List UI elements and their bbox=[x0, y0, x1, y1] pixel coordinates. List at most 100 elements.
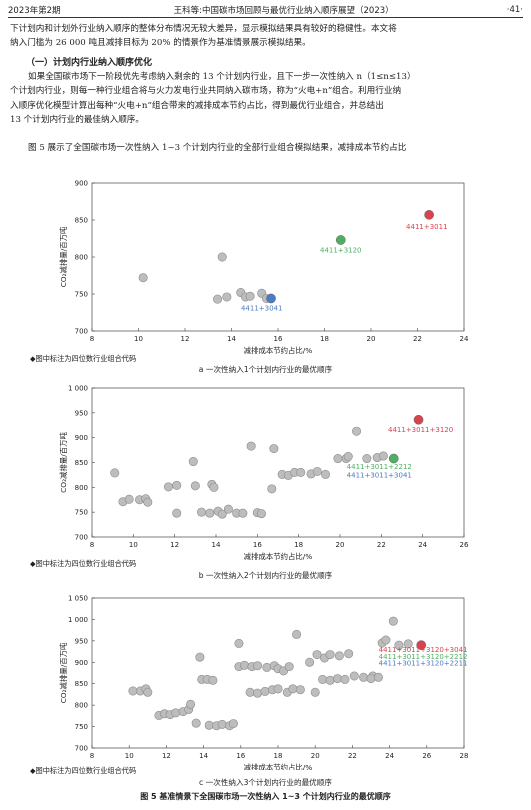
data-point bbox=[110, 468, 120, 478]
page-number: ·41· bbox=[506, 5, 523, 15]
data-point bbox=[228, 719, 238, 729]
data-point bbox=[340, 674, 350, 684]
y-tick-label: 750 bbox=[75, 509, 88, 517]
data-point bbox=[217, 509, 227, 519]
data-point bbox=[143, 497, 153, 507]
x-tick-label: 8 bbox=[90, 752, 94, 760]
data-point bbox=[128, 686, 138, 696]
paragraph-1: 下计划内和计划外行业纳入顺序的整体分布情况无较大差异，显示模拟结果具有较好的稳健… bbox=[10, 22, 520, 51]
data-point bbox=[273, 684, 283, 694]
text-line: 13 个计划内行业的最佳纳入顺序。 bbox=[10, 114, 144, 125]
data-point bbox=[318, 674, 328, 684]
paragraph-2: 如果全国碳市场下一阶段优先考虑纳入剩余的 13 个计划内行业，且下一步一次性纳入… bbox=[10, 70, 520, 127]
text-line: 纳入门槛为 26 000 吨且减排目标为 20% 的情景作为基准情景展示模拟结果… bbox=[10, 38, 311, 49]
data-point bbox=[310, 687, 320, 697]
highlight-point bbox=[424, 209, 434, 220]
data-point bbox=[325, 650, 335, 660]
data-point bbox=[325, 675, 335, 685]
y-tick-label: 700 bbox=[75, 328, 88, 336]
y-tick-label: 850 bbox=[75, 217, 88, 225]
data-point bbox=[267, 484, 277, 494]
y-tick-label: 1 000 bbox=[68, 616, 88, 624]
x-tick-label: 14 bbox=[212, 541, 221, 549]
y-tick-label: 800 bbox=[75, 702, 88, 710]
x-tick-label: 18 bbox=[294, 541, 303, 549]
x-tick-label: 28 bbox=[460, 752, 469, 760]
highlight-label: 4411+3011 bbox=[406, 223, 448, 231]
data-point bbox=[240, 660, 250, 670]
x-tick-label: 14 bbox=[227, 335, 236, 343]
y-tick-label: 750 bbox=[75, 723, 88, 731]
x-tick-label: 18 bbox=[274, 752, 283, 760]
x-tick-label: 22 bbox=[348, 752, 357, 760]
y-tick-label: 900 bbox=[75, 659, 88, 667]
y-axis-label: CO₂减排量/百万吨 bbox=[59, 226, 68, 287]
data-point bbox=[362, 454, 372, 464]
data-point bbox=[333, 454, 343, 464]
data-point bbox=[305, 657, 315, 667]
y-axis-label: CO₂减排量/百万吨 bbox=[59, 642, 68, 703]
text-line: 下计划内和计划外行业纳入顺序的整体分布情况无较大差异，显示模拟结果具有较好的稳健… bbox=[10, 24, 397, 34]
data-point bbox=[373, 672, 383, 682]
data-point bbox=[190, 481, 200, 491]
y-tick-label: 1 050 bbox=[68, 595, 88, 603]
data-point bbox=[321, 469, 331, 479]
x-tick-label: 22 bbox=[377, 541, 386, 549]
figure-note-a: ◆图中标注为四位数行业组合代码 bbox=[30, 354, 137, 363]
data-point bbox=[217, 719, 227, 729]
figure-note-c: ◆图中标注为四位数行业组合代码 bbox=[30, 766, 137, 775]
x-tick-label: 12 bbox=[162, 752, 171, 760]
data-point bbox=[245, 687, 255, 697]
text-line: 个计划内行业，则每一种行业组合将与火力发电行业共同纳入碳市场，称为“火电+n”组… bbox=[10, 86, 402, 97]
data-point bbox=[312, 466, 322, 476]
highlight-label: 4411+3011+3120+2212 bbox=[379, 653, 468, 661]
data-point bbox=[349, 671, 359, 681]
x-tick-label: 16 bbox=[253, 541, 262, 549]
y-axis-label: CO₂减排量/百万吨 bbox=[59, 432, 68, 493]
data-point bbox=[188, 457, 198, 467]
x-tick-label: 24 bbox=[460, 335, 469, 343]
section-heading: （一）计划内行业纳入顺序优化 bbox=[26, 58, 153, 68]
y-tick-label: 750 bbox=[75, 291, 88, 299]
data-point bbox=[186, 699, 196, 709]
y-tick-label: 850 bbox=[75, 680, 88, 688]
data-point bbox=[333, 674, 343, 684]
header-rule bbox=[8, 17, 523, 18]
x-tick-label: 20 bbox=[311, 752, 320, 760]
data-point bbox=[344, 649, 354, 659]
y-tick-label: 900 bbox=[75, 180, 88, 188]
data-point bbox=[288, 684, 298, 694]
data-point bbox=[334, 651, 344, 661]
y-tick-label: 700 bbox=[75, 745, 88, 753]
y-tick-label: 800 bbox=[75, 254, 88, 262]
chart-c: 8 10 12 14 16 18 20 22 24 26 28 700 750 800 850 900 950 1… bbox=[59, 595, 469, 771]
highlight-label: 4411+3011+3120+3041 bbox=[379, 646, 468, 654]
data-point bbox=[292, 629, 302, 639]
running-header: 2023年第2期 王科等:中国碳市场回顾与最优行业纳入顺序展望（2023） ·4… bbox=[8, 3, 523, 17]
highlight-label: 4411+3011+2212 bbox=[347, 463, 412, 471]
data-point bbox=[143, 687, 153, 697]
data-point bbox=[253, 661, 263, 671]
x-tick-label: 8 bbox=[90, 335, 94, 343]
data-point bbox=[245, 291, 255, 301]
x-tick-label: 20 bbox=[336, 541, 345, 549]
subcaption-c: c 一次性纳入3个计划内行业的最优顺序 bbox=[199, 778, 332, 787]
data-point bbox=[124, 494, 134, 504]
data-point bbox=[366, 674, 376, 684]
data-point bbox=[238, 508, 248, 518]
x-tick-label: 10 bbox=[125, 752, 134, 760]
data-point bbox=[208, 675, 218, 685]
y-tick-label: 950 bbox=[75, 637, 88, 645]
highlight-label: 4411+3011+3120 bbox=[388, 426, 453, 434]
data-point bbox=[191, 718, 201, 728]
data-point bbox=[269, 444, 279, 454]
x-tick-label: 8 bbox=[90, 541, 94, 549]
x-tick-label: 20 bbox=[367, 335, 376, 343]
data-point bbox=[217, 252, 227, 262]
data-point bbox=[172, 508, 182, 518]
x-tick-label: 16 bbox=[274, 335, 283, 343]
x-tick-label: 26 bbox=[460, 541, 469, 549]
data-point bbox=[213, 294, 223, 304]
x-tick-label: 24 bbox=[385, 752, 394, 760]
highlight-label: 4411+3041 bbox=[241, 304, 283, 312]
